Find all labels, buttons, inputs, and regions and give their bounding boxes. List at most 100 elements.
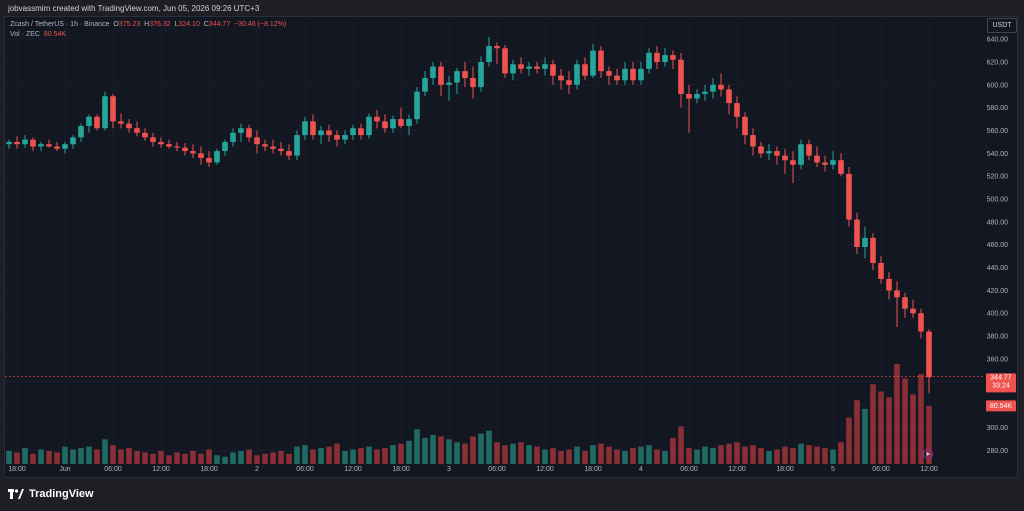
- time-tick-label: 06:00: [872, 466, 890, 473]
- volume-bar: [198, 453, 204, 464]
- candle-body: [390, 119, 396, 129]
- volume-bar: [382, 448, 388, 464]
- volume-bar: [566, 449, 572, 464]
- candle-body: [718, 84, 724, 90]
- candle-body: [526, 66, 532, 69]
- candle-body: [422, 77, 428, 92]
- attribution-text: jobvassmim created with TradingView.com,…: [8, 4, 260, 13]
- volume-bar: [614, 449, 620, 464]
- volume-bar: [558, 450, 564, 464]
- volume-bar: [278, 450, 284, 464]
- candle-body: [910, 308, 916, 314]
- candle-body: [726, 89, 732, 104]
- time-tick-label: 12:00: [344, 466, 362, 473]
- candle-body: [94, 116, 100, 129]
- candle-body: [326, 130, 332, 136]
- time-tick-label: 4: [639, 466, 643, 473]
- candle-body: [622, 68, 628, 81]
- candle-body: [662, 55, 668, 62]
- currency-selector-button[interactable]: USDT: [987, 18, 1017, 33]
- time-tick-label: 5: [831, 466, 835, 473]
- candle-body: [190, 151, 196, 154]
- volume-badge-value: 80.54K: [990, 403, 1013, 410]
- candle-body: [54, 146, 60, 149]
- volume-bar: [582, 450, 588, 464]
- candle-body: [742, 116, 748, 136]
- candle-body: [134, 128, 140, 133]
- volume-bar: [606, 446, 612, 464]
- candle-body: [302, 121, 308, 136]
- volume-bar: [134, 450, 140, 464]
- candle-body: [486, 45, 492, 62]
- volume-bar: [30, 453, 36, 464]
- volume-bar: [742, 446, 748, 464]
- footer: [0, 478, 1024, 511]
- volume-bar: [118, 449, 124, 464]
- volume-bar: [358, 448, 364, 464]
- volume-bar: [878, 391, 884, 464]
- legend-low-label: L: [174, 21, 179, 28]
- price-tick-label: 580.00: [987, 105, 1009, 112]
- candle-body: [206, 157, 212, 163]
- price-chart[interactable]: 280.00300.00320.00340.00360.00380.00400.…: [0, 0, 1024, 478]
- price-tick-label: 600.00: [987, 82, 1009, 89]
- volume-bar: [870, 384, 876, 464]
- candle-body: [334, 135, 340, 140]
- candle-body: [414, 91, 420, 120]
- candle-body: [430, 66, 436, 78]
- candle-body: [654, 52, 660, 62]
- replay-icon[interactable]: [923, 449, 933, 459]
- candle-body: [710, 84, 716, 92]
- volume-bar: [422, 437, 428, 464]
- candle-body: [294, 135, 300, 156]
- candle-body: [702, 91, 708, 94]
- volume-bar: [590, 445, 596, 464]
- price-tick-label: 560.00: [987, 128, 1009, 135]
- candle-body: [878, 262, 884, 279]
- volume-bar: [14, 452, 20, 464]
- volume-bar: [158, 450, 164, 464]
- candle-body: [510, 64, 516, 74]
- price-badge: 344.77 33:24: [986, 373, 1016, 393]
- candle-body: [318, 130, 324, 136]
- volume-bar: [902, 378, 908, 464]
- candle-body: [262, 144, 268, 147]
- candle-body: [238, 128, 244, 133]
- volume-bar: [246, 449, 252, 464]
- time-tick-label: 18:00: [776, 466, 794, 473]
- candle-body: [38, 144, 44, 147]
- volume-bar: [470, 436, 476, 464]
- volume-bar: [62, 446, 68, 464]
- price-badge-value: 344.77: [990, 374, 1012, 381]
- attribution-bar: jobvassmim created with TradingView.com,…: [0, 0, 1024, 16]
- time-tick-label: 12:00: [536, 466, 554, 473]
- candle-body: [30, 139, 36, 147]
- volume-bar: [478, 433, 484, 464]
- candle-body: [406, 119, 412, 126]
- chart-frame[interactable]: [4, 16, 1018, 478]
- time-tick-label: 06:00: [488, 466, 506, 473]
- candle-body: [774, 151, 780, 156]
- volume-bar: [798, 443, 804, 464]
- volume-bar: [534, 446, 540, 464]
- volume-bar: [230, 452, 236, 464]
- volume-bar: [446, 439, 452, 464]
- volume-bar: [438, 436, 444, 464]
- candle-body: [142, 132, 148, 138]
- candle-body: [558, 75, 564, 81]
- legend-open-label: O: [113, 21, 119, 28]
- volume-bar: [694, 449, 700, 464]
- volume-bar: [598, 443, 604, 464]
- price-tick-label: 620.00: [987, 59, 1009, 66]
- candle-body: [310, 121, 316, 136]
- time-axis: 18:00 Jun 06:00 12:00 18:00 2 06:00 12:00 18:00 3…: [8, 466, 938, 473]
- candle-body: [22, 139, 28, 145]
- volume-bar: [814, 446, 820, 464]
- legend-close-value: 344.77: [208, 21, 231, 28]
- candle-body: [46, 144, 52, 147]
- tradingview-logo[interactable]: TradingView: [8, 488, 94, 500]
- candle-body: [582, 64, 588, 76]
- volume-bar: [518, 442, 524, 464]
- volume-bar: [830, 449, 836, 464]
- volume-bar: [390, 445, 396, 464]
